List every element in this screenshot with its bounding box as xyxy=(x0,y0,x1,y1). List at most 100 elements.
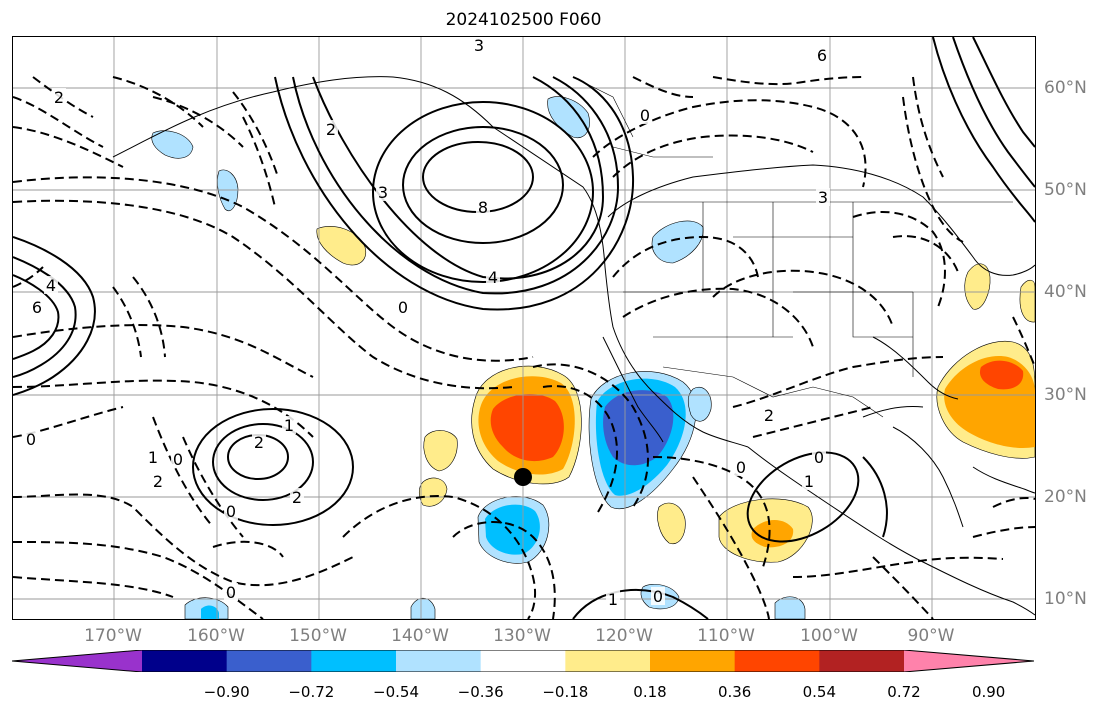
negative-anomaly-south xyxy=(477,496,550,564)
contours-dashed xyxy=(13,76,1035,619)
latitude-label: 60°N xyxy=(1044,78,1087,98)
negative-anomaly-center xyxy=(588,371,697,509)
contours-solid xyxy=(13,37,1035,619)
contour-label: 2 xyxy=(292,488,302,507)
colorbar-bin xyxy=(565,650,651,672)
latitude-label: 40°N xyxy=(1044,282,1087,302)
colorbar-tick-label: 0.90 xyxy=(971,683,1006,701)
colorbar-tick-label: 0.18 xyxy=(633,683,667,701)
contour-label: 3 xyxy=(378,183,388,202)
colorbar-bin xyxy=(142,650,228,672)
shading-layer xyxy=(151,96,1035,619)
contour-label-bg xyxy=(606,590,620,608)
contour-label-bg xyxy=(282,416,296,434)
positive-anomaly-west xyxy=(471,365,582,485)
contour-label-bg xyxy=(52,88,66,106)
longitude-label: 140°W xyxy=(391,626,449,646)
contour-label: 3 xyxy=(818,188,828,207)
contour-label-bg xyxy=(762,406,776,424)
contour-label-bg xyxy=(24,430,38,448)
longitude-label: 110°W xyxy=(697,626,755,646)
colorbar-bin xyxy=(311,650,397,672)
contour-label: 1 xyxy=(148,448,158,467)
contour-label-bg xyxy=(44,276,58,294)
longitude-label: 100°W xyxy=(800,626,858,646)
contour-label: 0 xyxy=(398,298,408,317)
contour-label: 0 xyxy=(736,458,746,477)
contour-label-bg xyxy=(224,583,238,601)
latitude-label: 30°N xyxy=(1044,385,1087,405)
contour-label: 2 xyxy=(326,120,336,139)
contour-label: 6 xyxy=(32,298,42,317)
contour-label-bg xyxy=(812,448,826,466)
contour-label-bg xyxy=(376,183,390,201)
colorbar-tick-label: 0.72 xyxy=(887,683,921,701)
colorbar-tick-label: 0.36 xyxy=(717,683,752,701)
contour-label-bg xyxy=(815,46,829,64)
contour-label-bg xyxy=(396,298,410,316)
contour-label-bg xyxy=(476,198,490,216)
contour-label-bg xyxy=(638,106,652,124)
political-borders xyxy=(572,76,1013,418)
contour-label-bg xyxy=(486,268,500,286)
contour-label-bg xyxy=(324,120,338,138)
colorbar-tick-label: −0.54 xyxy=(373,683,419,701)
colorbar-bin xyxy=(819,650,905,672)
longitude-label: 130°W xyxy=(493,626,551,646)
colorbar-tick-label: −0.72 xyxy=(288,683,335,701)
longitude-label: 150°W xyxy=(289,626,347,646)
colorbar-bin xyxy=(396,650,482,672)
latitude-label: 10°N xyxy=(1044,589,1087,609)
colorbar-bin xyxy=(480,650,566,672)
colorbar-bin xyxy=(12,650,142,672)
contour-label-bg xyxy=(734,458,748,476)
contour-label-bg xyxy=(30,298,44,316)
contour-label: 0 xyxy=(226,502,236,521)
contour-label-bg xyxy=(651,587,665,605)
contour-label: 1 xyxy=(804,472,814,491)
longitude-label: 120°W xyxy=(595,626,653,646)
contour-label: 2 xyxy=(153,472,163,491)
contour-label: 2 xyxy=(764,406,774,425)
map-title: 2024102500 F060 xyxy=(445,10,602,30)
contour-label-bg xyxy=(816,188,830,206)
small-anomaly-patches xyxy=(151,96,813,619)
colorbar-tick-label: −0.90 xyxy=(203,683,250,701)
contour-label: 0 xyxy=(26,430,36,449)
contour-label: 4 xyxy=(46,276,56,295)
storm-center-marker xyxy=(514,468,532,486)
colorbar-tick-label: 0.54 xyxy=(802,683,837,701)
contour-label: 6 xyxy=(817,46,827,65)
colorbar-bin xyxy=(226,650,312,672)
colorbar-tick-label: −0.36 xyxy=(457,683,504,701)
latitude-label: 20°N xyxy=(1044,487,1087,507)
positive-anomaly-east xyxy=(936,263,1035,459)
contour-label-bg xyxy=(224,502,238,520)
contour-label: 1 xyxy=(608,590,618,609)
longitude-label: 160°W xyxy=(187,626,245,646)
contour-label-bg xyxy=(252,433,266,451)
colorbar-bin xyxy=(650,650,736,672)
contour-label: 0 xyxy=(226,583,236,602)
contour-label: 0 xyxy=(640,106,650,125)
contour-label-bg xyxy=(146,448,160,466)
colorbar-bin xyxy=(904,650,1034,672)
contour-label-bg xyxy=(171,450,185,468)
coastlines xyxy=(112,76,1035,616)
contour-label-bg xyxy=(472,37,486,54)
longitude-label: 90°W xyxy=(907,626,955,646)
colorbar-bin xyxy=(734,650,820,672)
contour-label: 8 xyxy=(478,198,488,217)
colorbar xyxy=(12,650,1034,672)
contour-label: 2 xyxy=(254,433,264,452)
contour-label: 0 xyxy=(173,450,183,469)
contour-label: 4 xyxy=(488,268,498,287)
graticule xyxy=(13,37,1035,619)
latitude-label: 50°N xyxy=(1044,180,1087,200)
colorbar-tick-label: −0.18 xyxy=(542,683,589,701)
contour-label: 2 xyxy=(54,88,64,107)
contour-label: 0 xyxy=(653,587,663,606)
